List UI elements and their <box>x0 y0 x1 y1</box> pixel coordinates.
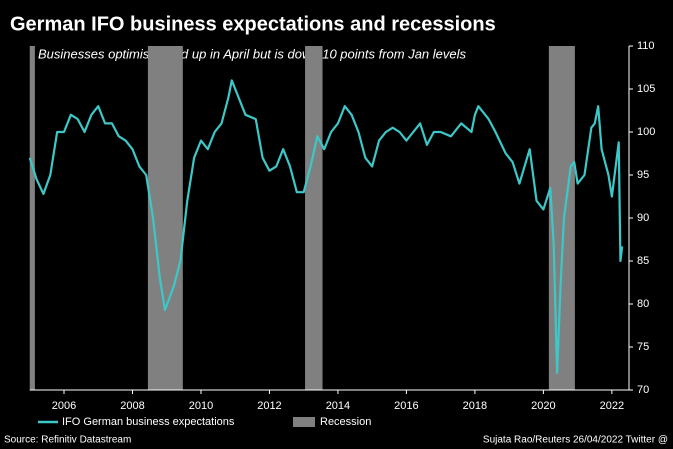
y-tick-label: 80 <box>637 298 649 310</box>
y-tick-label: 110 <box>637 40 655 52</box>
y-tick-label: 95 <box>637 169 649 181</box>
source: Source: Refinitiv Datastream <box>4 435 131 446</box>
x-tick-label: 2014 <box>326 400 350 412</box>
x-tick-label: 2020 <box>531 400 555 412</box>
x-tick-label: 2016 <box>394 400 418 412</box>
y-tick-label: 100 <box>637 126 655 138</box>
x-tick-label: 2018 <box>463 400 487 412</box>
chart-title: German IFO business expectations and rec… <box>10 13 496 35</box>
legend-label: IFO German business expectations <box>62 416 235 428</box>
chart-subtitle: Businesses optimism held up in April but… <box>38 46 467 61</box>
x-tick-label: 2010 <box>189 400 213 412</box>
x-tick-label: 2012 <box>257 400 281 412</box>
y-tick-label: 75 <box>637 341 649 353</box>
y-tick-label: 85 <box>637 255 649 267</box>
recession-band <box>29 46 35 390</box>
x-tick-label: 2006 <box>52 400 76 412</box>
recession-band <box>548 46 575 390</box>
x-tick-label: 2022 <box>600 400 624 412</box>
legend-label: Recession <box>320 416 371 428</box>
y-tick-label: 105 <box>637 83 655 95</box>
x-tick-label: 2008 <box>120 400 144 412</box>
legend-swatch <box>293 417 315 427</box>
recession-band <box>305 46 323 390</box>
credit: Sujata Rao/Reuters 26/04/2022 Twitter @ <box>483 435 668 446</box>
y-tick-label: 90 <box>637 212 649 224</box>
line-series <box>28 79 624 374</box>
y-tick-label: 70 <box>637 384 649 396</box>
